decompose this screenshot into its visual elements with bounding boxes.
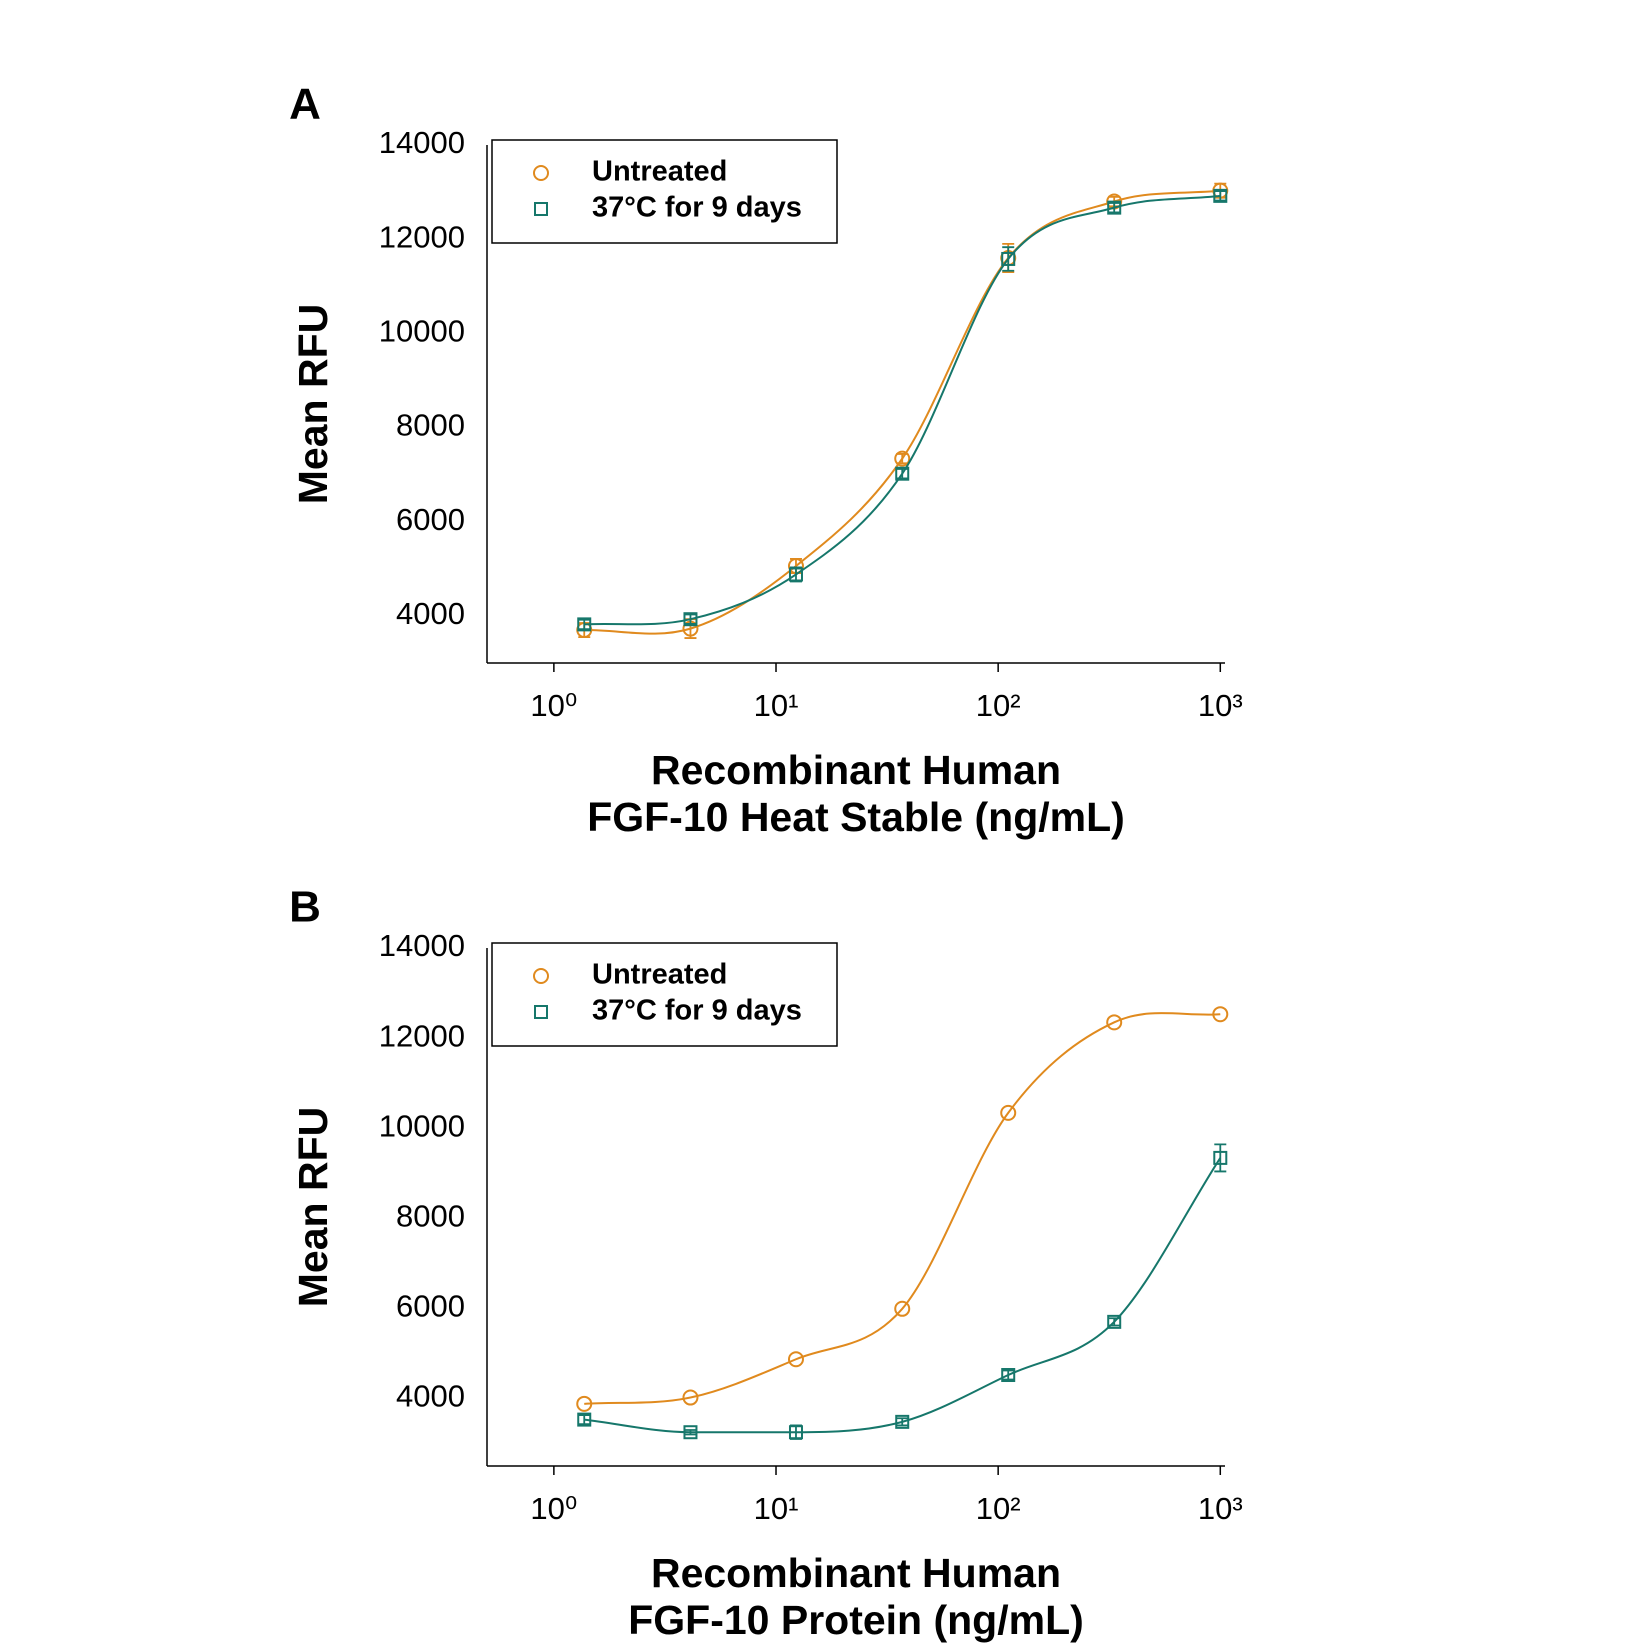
- y-tick-label: 8000: [396, 1198, 465, 1233]
- fit-curve: [584, 194, 1221, 626]
- x-axis-title: FGF-10 Protein (ng/mL): [628, 1597, 1084, 1643]
- x-tick-label: 10⁰: [530, 688, 577, 723]
- panel: B 4000 6000 8000 10000 12000 14000 10⁰ 10¹ 10² 10³…: [289, 883, 1243, 1643]
- legend-label: Untreated: [592, 156, 727, 188]
- marker: [1001, 1368, 1016, 1383]
- fit-curve: [584, 1012, 1221, 1405]
- legend-label: Untreated: [592, 959, 727, 991]
- marker: [1213, 188, 1228, 203]
- marker: [787, 1351, 804, 1368]
- y-axis-title: Mean RFU: [290, 304, 336, 504]
- fit-curve: [584, 1157, 1222, 1434]
- legend-symbol: [533, 968, 549, 984]
- error-bar: [684, 1429, 697, 1436]
- fit-curve: [584, 189, 1221, 635]
- error-bar: [896, 468, 909, 480]
- y-tick-label: 12000: [379, 1018, 465, 1053]
- error-bar: [789, 566, 802, 583]
- error-bar: [684, 613, 697, 625]
- legend-label: 37°C for 9 days: [592, 995, 802, 1027]
- error-bar: [1002, 1369, 1015, 1381]
- marker: [788, 1425, 803, 1440]
- x-tick-label: 10³: [1198, 688, 1243, 723]
- y-tick-label: 4000: [396, 596, 465, 631]
- x-tick-label: 10³: [1198, 1491, 1243, 1526]
- y-tick-label: 6000: [396, 502, 465, 537]
- y-axis-title: Mean RFU: [290, 1107, 336, 1307]
- marker: [1106, 1014, 1123, 1031]
- marker: [788, 567, 803, 582]
- y-tick-label: 10000: [379, 314, 465, 349]
- x-axis-title: Recombinant Human: [651, 1550, 1061, 1596]
- error-bar: [1108, 1317, 1121, 1327]
- x-tick-label: 10²: [976, 688, 1021, 723]
- marker: [1107, 1314, 1122, 1329]
- x-axis-title: FGF-10 Heat Stable (ng/mL): [587, 794, 1125, 840]
- x-tick-label: 10¹: [754, 1491, 799, 1526]
- marker: [894, 1300, 911, 1317]
- legend-marker: [533, 968, 549, 984]
- marker: [1213, 1150, 1228, 1165]
- y-tick-label: 10000: [379, 1108, 465, 1143]
- legend-marker: [534, 202, 548, 216]
- marker: [1107, 200, 1122, 215]
- marker: [1001, 251, 1016, 266]
- panel: A 4000 6000 8000 10000 12000 14000 10⁰ 10¹ 10² 10³…: [289, 80, 1243, 840]
- y-tick-label: 14000: [379, 125, 465, 160]
- marker: [577, 1412, 592, 1427]
- marker: [682, 1389, 699, 1406]
- error-bar: [1002, 246, 1015, 272]
- marker: [895, 1414, 910, 1429]
- x-tick-label: 10²: [976, 1491, 1021, 1526]
- x-tick-label: 10¹: [754, 688, 799, 723]
- panel-label: A: [289, 80, 321, 129]
- marker: [577, 617, 592, 632]
- legend-marker: [534, 1005, 548, 1019]
- error-bar: [1108, 202, 1121, 214]
- y-tick-label: 12000: [379, 219, 465, 254]
- y-tick-label: 4000: [396, 1379, 465, 1414]
- marker: [895, 466, 910, 481]
- error-bar: [896, 453, 909, 465]
- y-tick-label: 6000: [396, 1289, 465, 1324]
- marker: [1212, 1006, 1229, 1023]
- legend-box: [491, 942, 838, 1047]
- marker: [683, 1425, 698, 1440]
- marker: [894, 450, 911, 467]
- legend-symbol: [533, 165, 549, 181]
- legend-marker: [533, 165, 549, 181]
- panel-label: B: [289, 883, 321, 932]
- marker: [683, 612, 698, 627]
- error-bar: [1214, 190, 1227, 202]
- x-tick-label: 10⁰: [530, 1491, 577, 1526]
- marker: [576, 1395, 593, 1412]
- legend-box: [491, 139, 838, 244]
- marker: [1000, 1104, 1017, 1121]
- x-axis-title: Recombinant Human: [651, 747, 1061, 793]
- error-bar: [578, 618, 591, 630]
- y-tick-label: 8000: [396, 408, 465, 443]
- legend-label: 37°C for 9 days: [592, 192, 802, 224]
- error-bar: [896, 1417, 909, 1427]
- y-tick-label: 14000: [379, 928, 465, 963]
- legend-symbol: [534, 202, 548, 216]
- legend-symbol: [534, 1005, 548, 1019]
- error-bar: [578, 1414, 591, 1426]
- error-bar: [1214, 1143, 1227, 1173]
